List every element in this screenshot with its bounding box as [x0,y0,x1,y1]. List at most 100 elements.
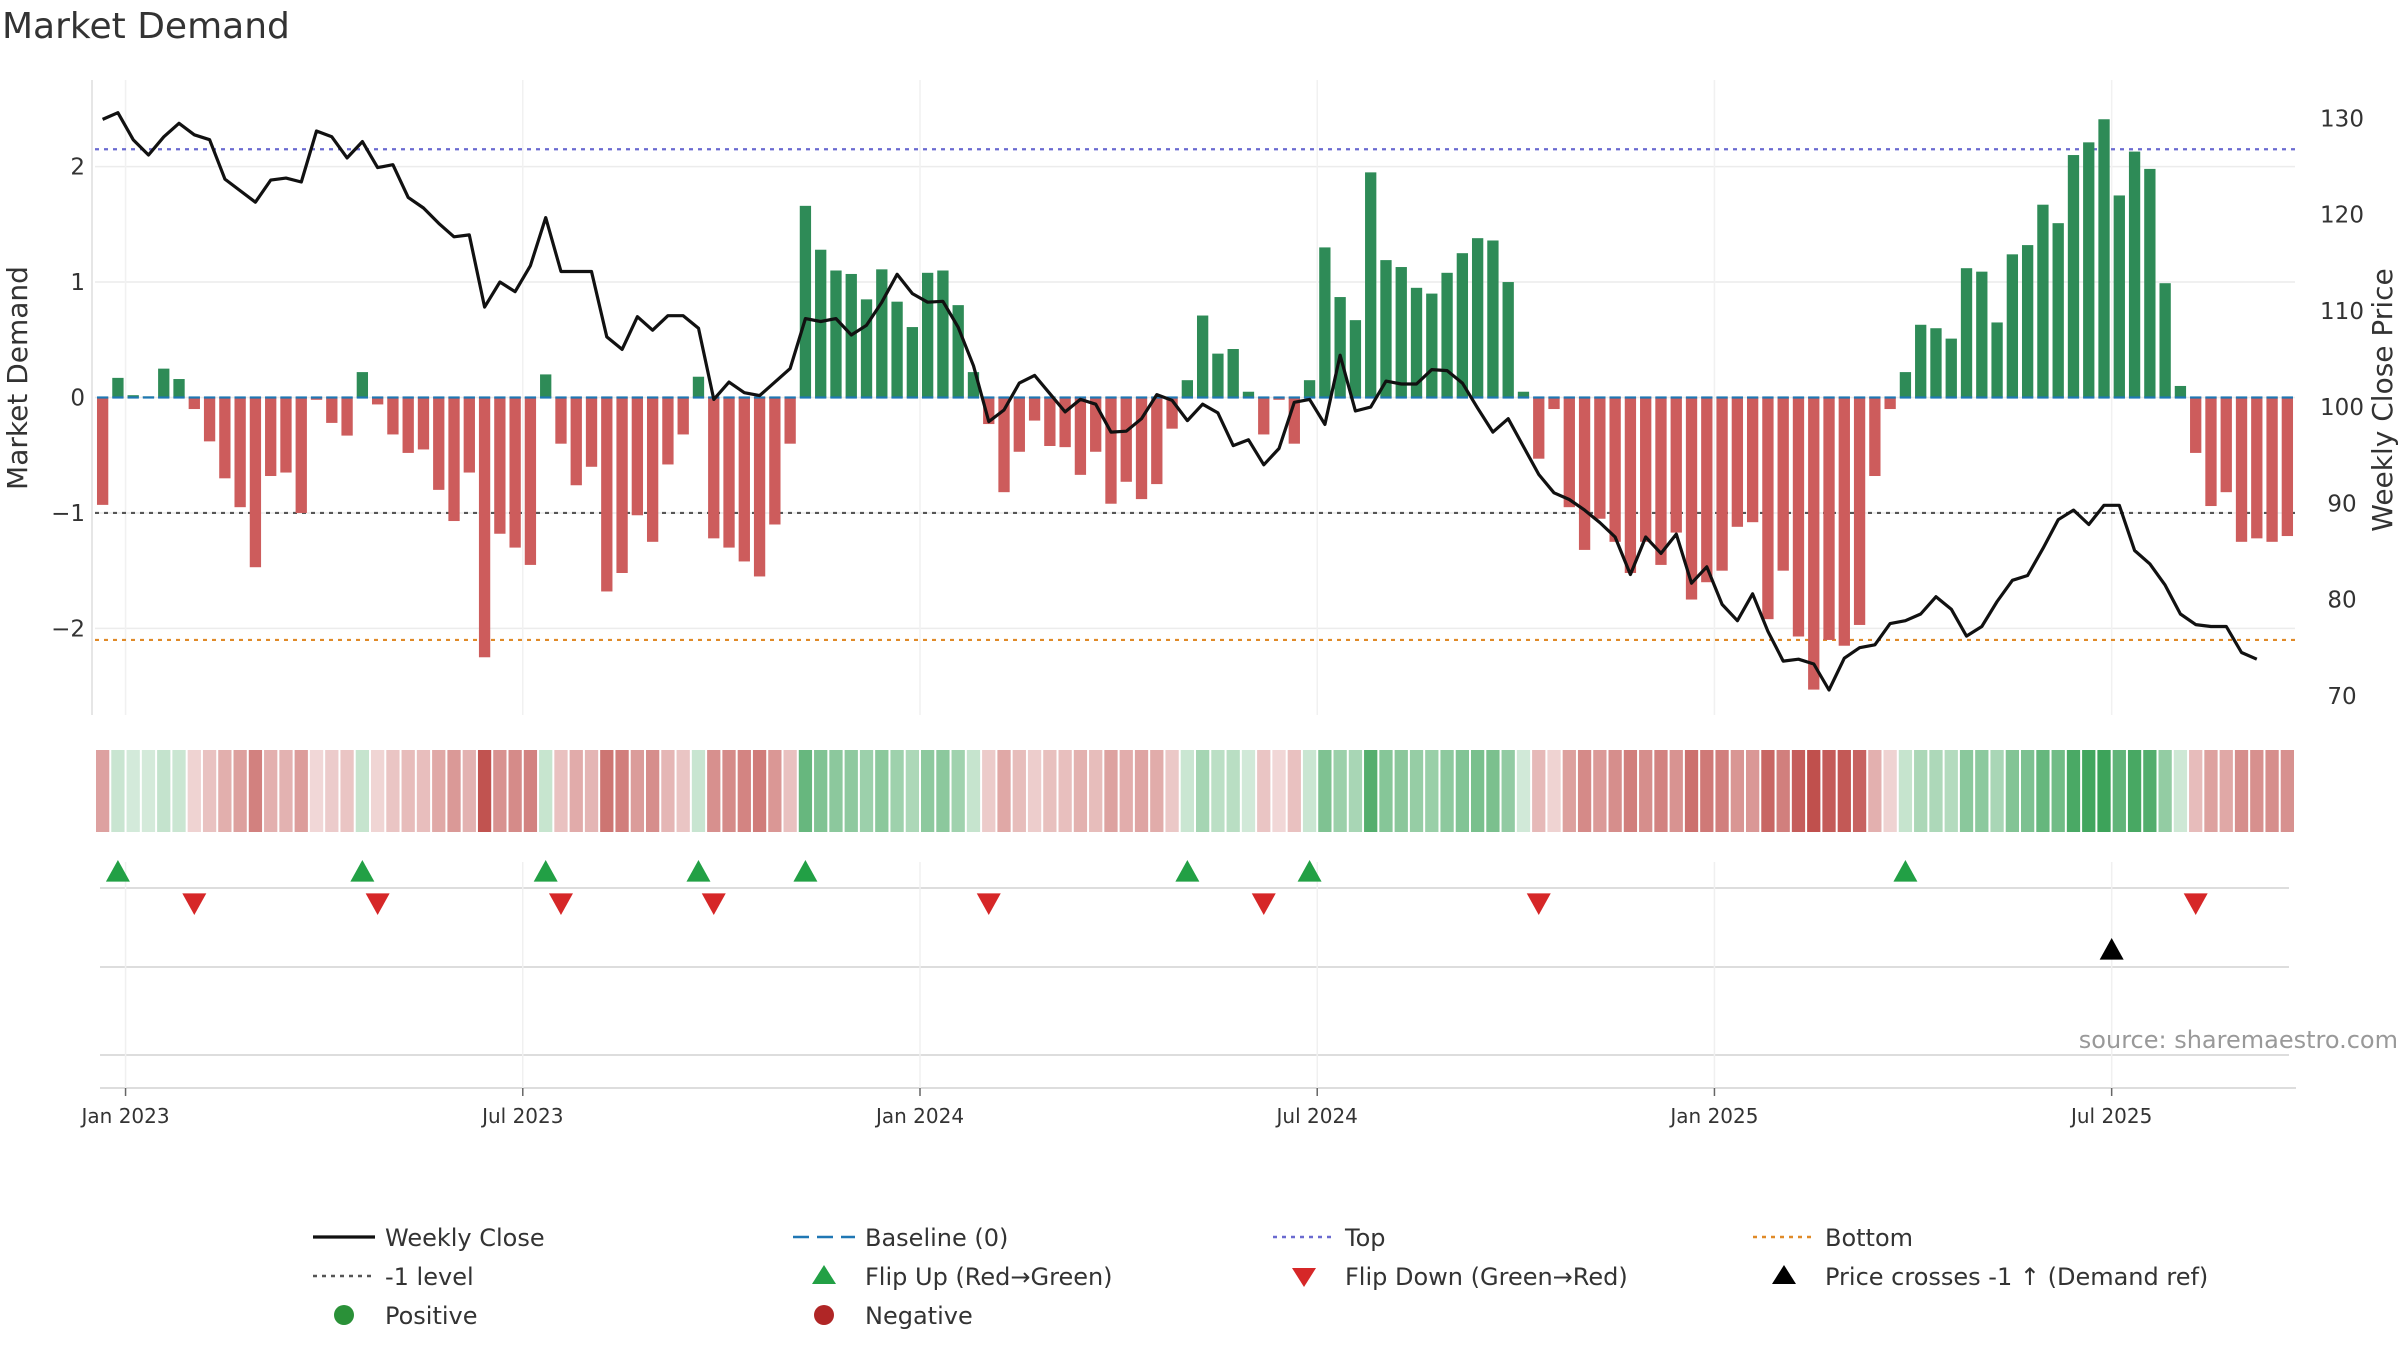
heat-cell [294,750,308,832]
demand-bar [1716,397,1728,571]
heat-cell [1990,750,2004,832]
left-tick-label: 2 [70,155,85,181]
legend-swatch-tri-down [1292,1268,1316,1287]
demand-bar [1471,238,1484,398]
demand-bar [1395,267,1407,398]
legend-label: Bottom [1825,1224,1913,1252]
heat-cell [875,750,889,832]
heat-cell [202,750,217,832]
heat-cell [96,750,110,832]
heat-cell [1715,750,1729,832]
heat-cell [829,750,843,832]
heat-cell [783,750,797,832]
date-tick-label: Jul 2024 [1275,1104,1358,1128]
right-tick-label: 130 [2320,106,2364,132]
heat-cell [1012,750,1026,832]
heat-cell [1807,750,1821,832]
demand-bar [1823,397,1835,640]
heat-cell [1562,750,1576,832]
heat-cell [1043,750,1057,832]
heat-cell [126,750,140,832]
flip-down-marker [365,893,390,915]
legend-swatch-dot-marker [334,1305,354,1325]
heat-cell [890,750,904,832]
heat-cell [1746,750,1760,832]
heat-cell [2280,750,2294,832]
heat-cell [1761,750,1775,832]
legend-swatch-tri-up [812,1265,836,1284]
demand-bar [1456,253,1469,398]
heat-cell [539,750,553,832]
demand-bar [371,397,384,405]
demand-bar [417,397,430,450]
heat-cell [187,750,201,832]
demand-bar [1976,271,1988,398]
flip-up-marker [1893,860,1918,882]
date-axis: Jan 2023 Jul 2023 Jan 2024 Jul 2024 Jan 2025… [80,1088,2152,1128]
demand-bar [1731,397,1744,527]
heat-cell [2204,750,2218,832]
heat-cell [1669,750,1683,832]
date-tick-label: Jul 2023 [480,1104,563,1128]
demand-bar [341,397,353,436]
right-tick-label: 80 [2327,588,2356,614]
demand-bar [234,397,246,508]
demand-bar [249,397,262,568]
demand-bar [998,397,1010,493]
heat-cell [233,750,247,832]
heat-cell [493,750,507,832]
demand-bar [983,397,995,425]
demand-bar [1120,397,1132,482]
heat-cell [1196,750,1210,832]
demand-bar [1762,397,1774,620]
demand-heat-strip [96,750,2294,832]
heat-cell [844,750,858,832]
demand-bar [1380,260,1392,398]
demand-bar [1578,397,1591,550]
demand-bar [662,397,674,465]
demand-bar [1151,397,1163,485]
heat-cell [462,750,476,832]
heat-cell [325,750,339,832]
demand-bar [1701,397,1713,583]
heat-cell [1302,750,1317,832]
demand-bar [2281,397,2294,537]
demand-bar [2083,142,2095,398]
heat-cell [172,750,186,832]
legend-label: Flip Down (Green→Red) [1345,1263,1628,1291]
right-axis-ticks: 130 120 110 100 90 80 70 [2320,106,2364,709]
demand-bar [891,301,903,398]
demand-bar [601,397,613,592]
heat-cell [1898,750,1913,832]
demand-bar [616,397,628,573]
legend-label: Price crosses -1 ↑ (Demand ref) [1825,1263,2208,1291]
heat-cell [1639,750,1653,832]
left-axis-label: Market Demand [1,266,34,490]
heat-cell [722,750,736,832]
flip-up-marker [1297,860,1322,882]
heat-cell [1959,750,1974,832]
heat-cell [1791,750,1806,832]
demand-bar [1853,397,1866,625]
demand-bar [463,397,475,473]
demand-bar [1594,397,1606,519]
demand-bar [1441,272,1453,398]
demand-bar [2113,195,2125,398]
heat-cell [1577,750,1592,832]
heat-cell [676,750,690,832]
demand-bar [1059,397,1071,448]
heat-cell [1348,750,1363,832]
heat-cell [279,750,293,832]
demand-bar [158,368,170,398]
demand-bar [1212,353,1224,398]
heat-cell [248,750,263,832]
heat-cell [2250,750,2264,832]
heat-cell [1471,750,1485,832]
heat-cell [2097,750,2111,832]
demand-bar [1365,172,1377,398]
chart-title: Market Demand [2,6,290,47]
heat-cell [141,750,156,832]
heat-cell [966,750,981,832]
flip-down-marker [976,893,1001,915]
flip-up-marker [793,860,818,882]
